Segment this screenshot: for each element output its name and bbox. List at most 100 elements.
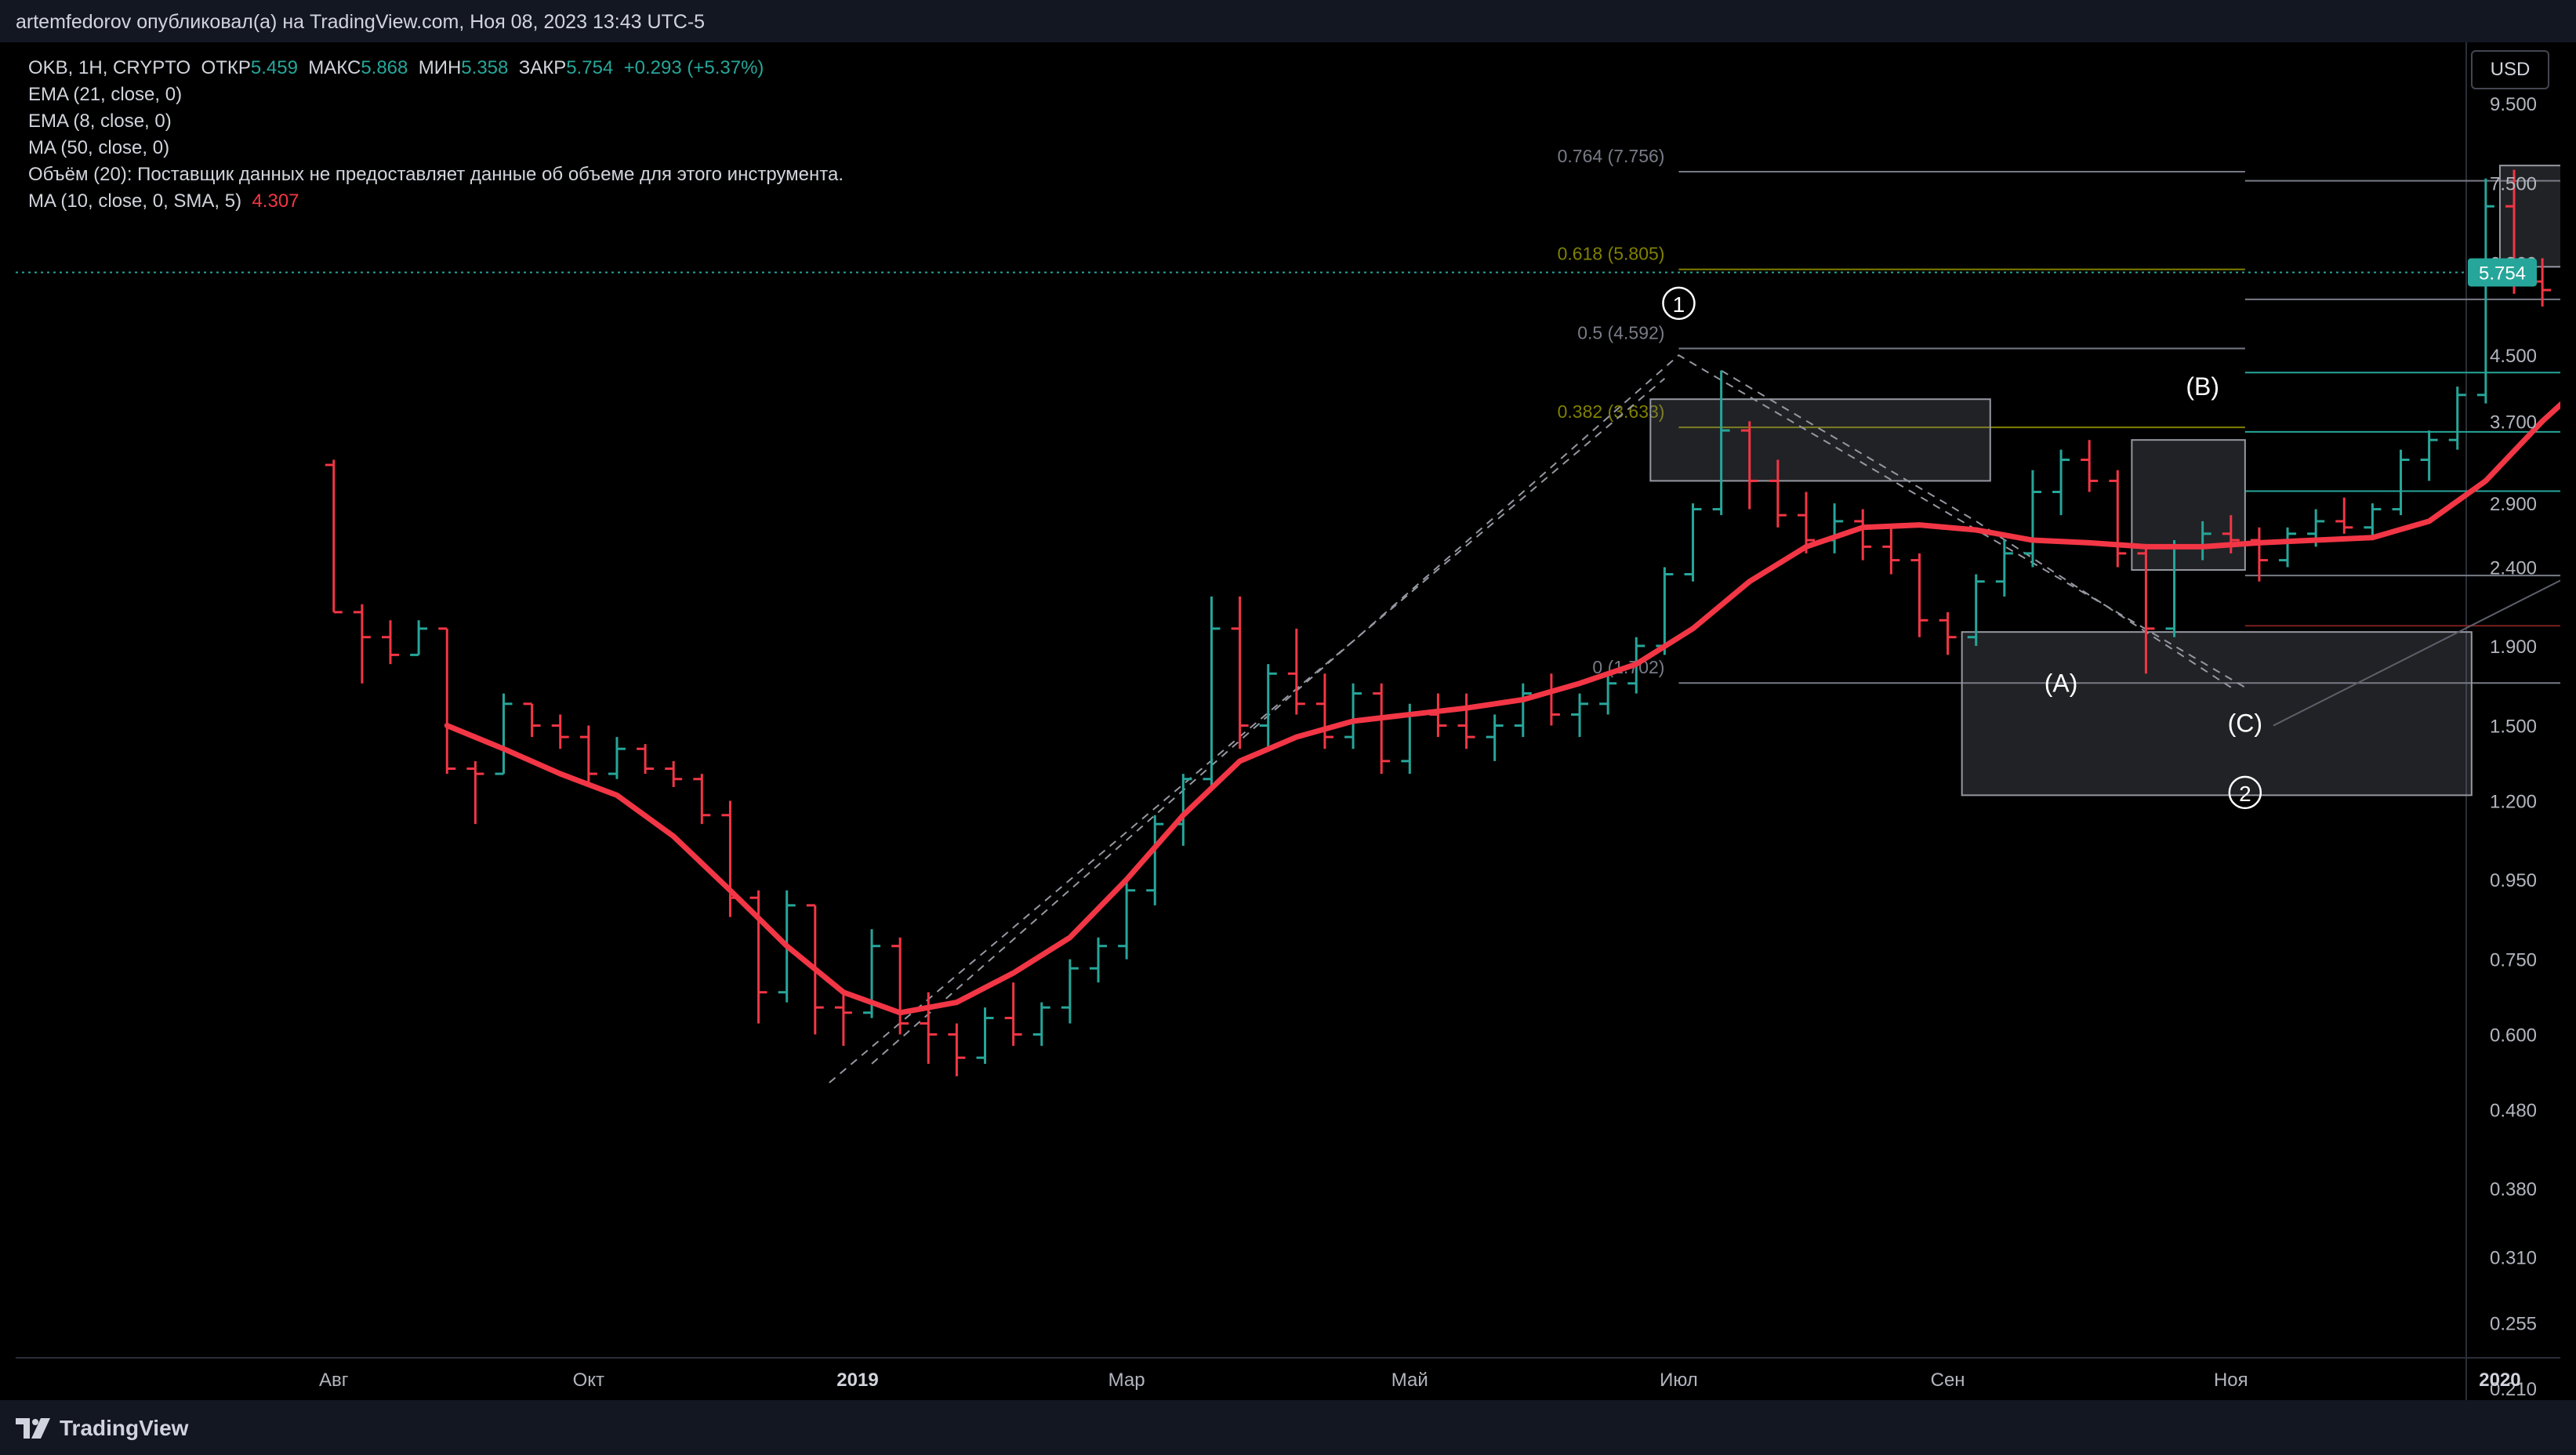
ohlc-bar — [1854, 509, 1872, 561]
ohlc-bar — [1203, 596, 1221, 787]
ohlc-bar — [1542, 673, 1560, 726]
time-tick-label: Сен — [1931, 1370, 1965, 1391]
time-tick-label: 2019 — [836, 1370, 878, 1391]
chart-frame[interactable]: 1.382 (26.454)1.236 (19.797)1 (12.392)0.… — [16, 42, 2560, 1400]
ohlc-bar — [410, 620, 428, 656]
ohlc-bar — [1287, 628, 1305, 715]
ohlc-bar — [2250, 527, 2268, 582]
candles — [325, 169, 2552, 1076]
zone-box — [1961, 631, 2473, 796]
ohlc-bar — [948, 1023, 966, 1076]
time-tick-label: Май — [1391, 1370, 1428, 1391]
ohlc-bar — [1146, 815, 1164, 905]
zone-box — [2131, 439, 2246, 571]
wave-label: (B) — [2186, 372, 2219, 401]
ohlc-bar — [693, 774, 711, 825]
ohlc-bar — [325, 459, 343, 614]
ohlc-bar — [637, 744, 655, 775]
legend-change: +0.293 (+5.37%) — [623, 57, 764, 78]
wave-label: 1 — [1673, 292, 1685, 317]
tradingview-logo-icon — [16, 1418, 50, 1439]
fib-level-label: 0.764 (7.756) — [1558, 146, 1665, 166]
time-tick-label: 2020 — [2479, 1370, 2520, 1391]
ohlc-bar — [2335, 497, 2353, 534]
ohlc-bar — [2081, 440, 2099, 492]
ohlc-bar — [1995, 540, 2013, 597]
legend-symbol: OKB, 1H, CRYPTO — [28, 57, 191, 78]
ohlc-bar — [1004, 982, 1022, 1047]
legend-ma50[interactable]: MA (50, close, 0) — [28, 137, 170, 158]
wave-label-circle — [2228, 775, 2262, 810]
price-tick-label: 0.750 — [2490, 950, 2537, 971]
price-tick-label: 0.380 — [2490, 1179, 2537, 1200]
zone-box — [2498, 165, 2560, 268]
ohlc-bar — [976, 1007, 994, 1064]
time-tick-label: Авг — [319, 1370, 349, 1391]
ohlc-bar — [2109, 470, 2127, 568]
ohlc-bar — [495, 693, 513, 775]
wave-label-circle — [1662, 286, 1696, 321]
legend-close-label: ЗАКР — [518, 57, 567, 78]
price-chart[interactable]: 1.382 (26.454)1.236 (19.797)1 (12.392)0.… — [16, 42, 2560, 1400]
ohlc-bar — [1571, 693, 1589, 738]
ohlc-bar — [2279, 527, 2297, 568]
ohlc-bar — [2476, 178, 2494, 404]
legend-ma10[interactable]: MA (10, close, 0, SMA, 5) 4.307 — [28, 188, 844, 215]
ohlc-bar — [1740, 421, 1758, 510]
trend-line — [2273, 579, 2560, 727]
price-tick-label: 0.600 — [2490, 1025, 2537, 1047]
current-price-badge — [2468, 258, 2537, 287]
ohlc-bar — [523, 702, 541, 738]
ohlc-bar — [749, 890, 767, 1024]
ohlc-bar — [1259, 664, 1277, 749]
top-bar: artemfedorov опубликовал(а) на TradingVi… — [0, 0, 2576, 42]
ohlc-bar — [1967, 574, 1985, 646]
price-tick-label: 0.255 — [2490, 1313, 2537, 1334]
wave-labels: 1(B)(A)(C)2(1)(2) — [1662, 286, 2262, 810]
price-tick-label: 0.210 — [2490, 1379, 2537, 1400]
wave-dashed-line — [871, 354, 2246, 1065]
legend-ohlc: OKB, 1H, CRYPTO ОТКР5.459 МАКС5.868 МИН5… — [28, 55, 844, 82]
legend-volume[interactable]: Объём (20): Поставщик данных не предоста… — [28, 164, 844, 185]
legend-high-label: МАКС — [308, 57, 361, 78]
fib-levels: 1.382 (26.454)1.236 (19.797)1 (12.392)0.… — [1558, 146, 2560, 684]
chart-legend: OKB, 1H, CRYPTO ОТКР5.459 МАКС5.868 МИН5… — [28, 55, 844, 215]
price-tick-label: 1.200 — [2490, 792, 2537, 813]
ohlc-bar — [2420, 430, 2438, 481]
ohlc-bar — [551, 714, 569, 749]
currency-button[interactable]: USD — [2471, 50, 2549, 89]
price-tick-label: 0.480 — [2490, 1101, 2537, 1122]
legend-ma10-value: 4.307 — [252, 190, 299, 212]
time-tick-label: Июл — [1660, 1370, 1698, 1391]
legend-close: 5.754 — [566, 57, 614, 78]
ma-line-group — [444, 401, 2560, 1016]
tradingview-logo-text: TradingView — [60, 1416, 189, 1440]
price-tick-label: 1.900 — [2490, 637, 2537, 658]
ohlc-bar — [438, 627, 456, 775]
ohlc-bar — [1457, 693, 1475, 749]
ohlc-bar — [2137, 546, 2155, 674]
legend-ema21[interactable]: EMA (21, close, 0) — [28, 84, 183, 105]
ohlc-bar — [1882, 527, 1900, 575]
zone-boxes — [1649, 165, 2560, 796]
legend-high: 5.868 — [361, 57, 408, 78]
ohlc-bar — [1712, 370, 1730, 516]
ma-line — [444, 401, 2560, 1016]
price-tick-label: 9.500 — [2490, 94, 2537, 115]
ohlc-bar — [1684, 503, 1702, 582]
wave-label: 2 — [2239, 782, 2251, 806]
ohlc-bar — [2052, 449, 2070, 516]
ohlc-bar — [466, 760, 484, 825]
legend-low: 5.358 — [461, 57, 509, 78]
legend-open-label: ОТКР — [201, 57, 251, 78]
ohlc-bar — [2448, 386, 2466, 450]
ohlc-bar — [1429, 693, 1447, 738]
legend-ema8[interactable]: EMA (8, close, 0) — [28, 111, 172, 132]
price-tick-label: 4.500 — [2490, 346, 2537, 367]
ohlc-bar — [2392, 449, 2410, 516]
tradingview-logo[interactable]: TradingView — [16, 1416, 188, 1441]
ohlc-bar — [834, 992, 852, 1047]
current-price-label: 5.754 — [2479, 263, 2526, 284]
time-tick-label: Мар — [1108, 1370, 1145, 1391]
fib-level-label: 0.382 (3.633) — [1558, 401, 1665, 422]
